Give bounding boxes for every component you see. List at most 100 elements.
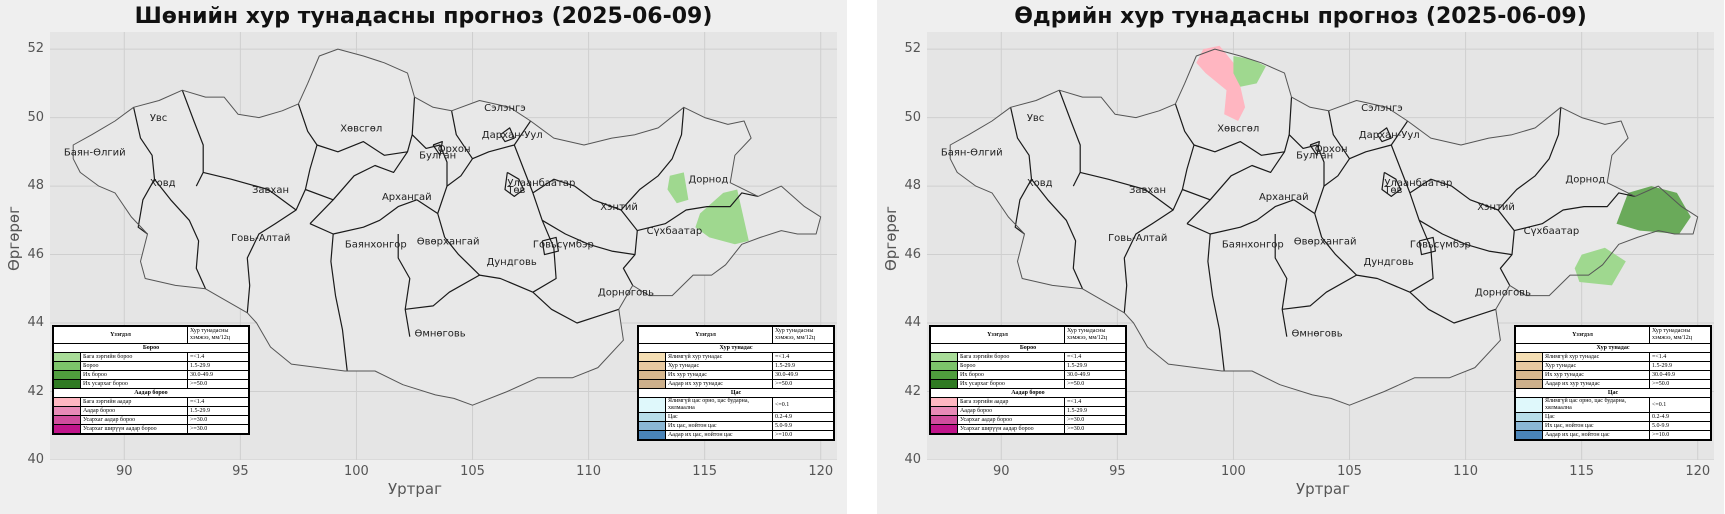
- legend-swatch: [638, 379, 666, 389]
- y-axis-label: Өргөрөг: [5, 206, 23, 271]
- legend-section-title: Хур тунадас: [1515, 343, 1711, 353]
- legend-header-phenomenon: Үзэгдэл: [638, 326, 773, 344]
- map-canvas: Увс Баян-Өлгий Ховд Хөвсгөл Завхан Говь-Алтай…: [50, 32, 837, 460]
- province-border: [1274, 234, 1288, 337]
- province-label: Өвөрхангай: [417, 236, 480, 247]
- province-border: [504, 171, 525, 197]
- province-border: [309, 199, 334, 225]
- legend-item-value: =<1.4: [187, 397, 249, 407]
- legend-item-value: <=0.1: [772, 397, 834, 413]
- legend-item-value: >=30.0: [1064, 415, 1126, 425]
- y-tick-label: 46: [904, 246, 921, 262]
- province-border: [1376, 127, 1392, 143]
- legend-header-phenomenon: Үзэгдэл: [53, 326, 188, 344]
- x-tick-label: 105: [460, 464, 485, 479]
- legend-swatch: [930, 361, 958, 371]
- legend-item-label: Бороо: [80, 361, 188, 371]
- province-border: [1186, 199, 1211, 225]
- y-tick-label: 40: [904, 452, 921, 467]
- map-canvas: Увс Баян-Өлгий Ховд Хөвсгөл Завхан Говь-Алтай…: [927, 32, 1714, 460]
- legend-item-label: Их бороо: [957, 370, 1065, 380]
- legend-swatch: [53, 424, 81, 434]
- y-tick-label: 46: [27, 246, 44, 262]
- province-label: Хэнтий: [600, 202, 638, 213]
- legend-swatch: [1515, 379, 1543, 389]
- province-border: [133, 107, 207, 290]
- legend-swatch: [1515, 370, 1543, 380]
- legend-item-value: >=50.0: [1649, 379, 1711, 389]
- y-tick-label: 52: [27, 41, 44, 57]
- legend-section-title: Бороо: [930, 343, 1126, 353]
- province-border: [499, 127, 515, 143]
- province-label: Улаанбаатар: [1384, 178, 1452, 189]
- province-label: Баян-Өлгий: [64, 147, 126, 158]
- province-border: [541, 236, 559, 256]
- x-tick-label: 120: [808, 464, 834, 479]
- province-border: [432, 141, 443, 156]
- province-border: [1282, 274, 1496, 324]
- legend-rain: Үзэгдэл Хур тунадасны хэмжээ, мм/12ц Бороо…: [52, 325, 250, 435]
- legend-rain: Үзэгдэл Хур тунадасны хэмжээ, мм/12ц Бороо…: [929, 325, 1127, 435]
- province-label: Архангай: [382, 192, 432, 203]
- province-label: Ховд: [150, 178, 176, 189]
- legend-item-value: 30.0-49.9: [772, 370, 834, 380]
- legend-section-title: Цас: [1515, 388, 1711, 398]
- province-border: [1321, 237, 1357, 276]
- province-label: Орхон: [438, 144, 471, 155]
- province-label: Төв: [1383, 185, 1402, 196]
- province-border: [397, 234, 411, 337]
- legend-item-label: Ялимгүй хур тунадас: [1542, 352, 1650, 362]
- legend-item-value: =<1.4: [1064, 397, 1126, 407]
- legend-item-value: 1.5-29.9: [772, 361, 834, 371]
- province-label: Улаанбаатар: [507, 178, 575, 189]
- province-border: [411, 134, 448, 187]
- province-label: Завхан: [1129, 185, 1166, 196]
- legend-swatch: [1515, 430, 1543, 440]
- province-border: [1328, 110, 1350, 160]
- x-tick-label: 100: [1221, 464, 1246, 479]
- province-border: [203, 171, 297, 211]
- day-forecast-panel: Өдрийн хур тунадасны прогноз (2025-06-09…: [877, 0, 1724, 514]
- province-label: Завхан: [252, 185, 289, 196]
- legend-swatch: [53, 370, 81, 380]
- x-tick-label: 110: [576, 464, 601, 479]
- province-border: [637, 192, 759, 232]
- legend-item-label: Бороо: [957, 361, 1065, 371]
- legend-item-label: Их хур тунадас: [665, 370, 773, 380]
- panel-title: Өдрийн хур тунадасны прогноз (2025-06-09…: [1014, 4, 1587, 29]
- legend-section-title: Хур тунадас: [638, 343, 834, 353]
- x-tick-label: 95: [232, 464, 249, 479]
- legend-swatch: [638, 352, 666, 362]
- x-tick-label: 115: [1569, 464, 1595, 479]
- legend-item-value: 1.5-29.9: [1064, 361, 1126, 371]
- province-border: [1014, 178, 1033, 235]
- province-label: Говь-Алтай: [1108, 233, 1167, 244]
- legend-item-label: Их цас, нойтон цас: [1542, 421, 1650, 431]
- province-label: Сүхбаатар: [1524, 226, 1580, 237]
- legend-item-label: Их бороо: [80, 370, 188, 380]
- legend-swatch: [638, 361, 666, 371]
- legend-item-value: 1.5-29.9: [187, 361, 249, 371]
- legend-item-label: Усархаг ширүүн аадар бороо: [80, 424, 188, 434]
- province-border: [405, 274, 619, 324]
- legend-section-title: Аадар бороо: [53, 388, 249, 398]
- province-border: [1080, 171, 1174, 211]
- legend-swatch: [1515, 412, 1543, 422]
- night-forecast-panel: Шөнийн хур тунадасны прогноз (2025-06-09…: [0, 0, 847, 514]
- y-tick-label: 48: [27, 178, 44, 194]
- legend-item-label: Усархаг аадар бороо: [957, 415, 1065, 425]
- province-label: Дархан-Уул: [1359, 130, 1420, 141]
- province-border: [181, 89, 204, 187]
- x-tick-label: 120: [1685, 464, 1711, 479]
- legend-item-value: >=30.0: [187, 415, 249, 425]
- province-label: Дундговь: [486, 257, 536, 268]
- province-label: Дорнод: [688, 175, 728, 186]
- province-border: [1182, 151, 1285, 201]
- province-border: [1207, 233, 1225, 372]
- legend-item-value: 30.0-49.9: [187, 370, 249, 380]
- legend-item-label: Их усархаг бороо: [957, 379, 1065, 389]
- province-border: [620, 107, 685, 211]
- y-tick-label: 44: [904, 315, 921, 331]
- x-tick-label: 110: [1453, 464, 1478, 479]
- province-border: [330, 233, 348, 372]
